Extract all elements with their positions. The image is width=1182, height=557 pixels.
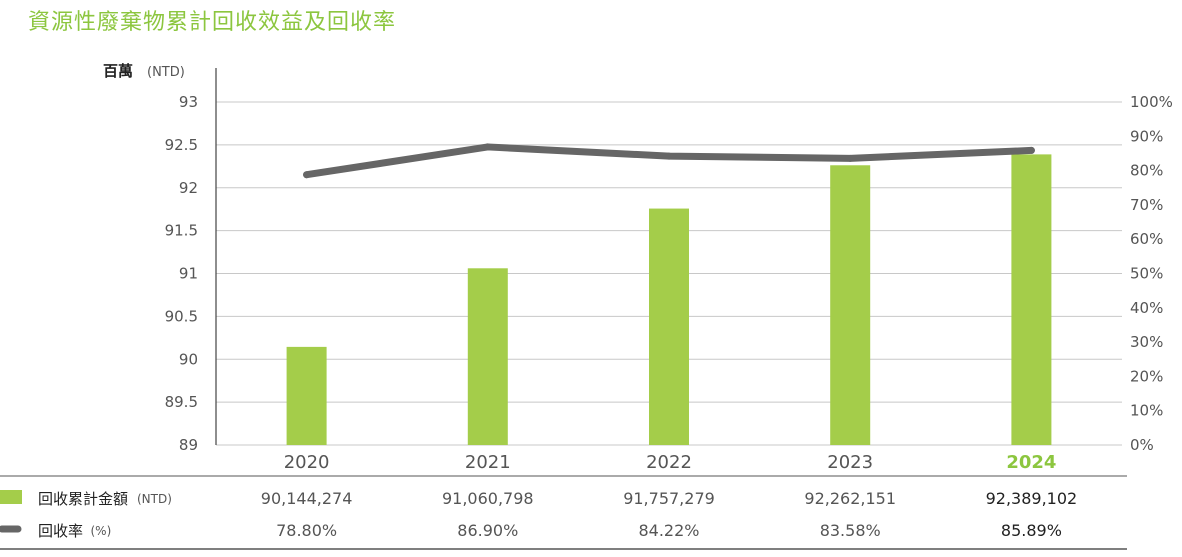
y-tick-label: 91 bbox=[179, 265, 198, 283]
y-tick-label: 91.5 bbox=[165, 222, 198, 240]
table-row-unit: (NTD) bbox=[137, 492, 172, 506]
table-row-label: 回收累計金額 bbox=[38, 490, 128, 508]
legend-bar-swatch bbox=[0, 490, 22, 504]
x-category-label: 2024 bbox=[1006, 452, 1056, 473]
y2-tick-label: 40% bbox=[1130, 299, 1163, 317]
y-tick-label: 90.5 bbox=[165, 307, 198, 325]
bar bbox=[1011, 154, 1052, 445]
table-value: 92,389,102 bbox=[986, 489, 1078, 508]
table-value: 90,144,274 bbox=[261, 489, 353, 508]
table-value: 78.80% bbox=[276, 521, 337, 540]
table-row-unit: (%) bbox=[91, 524, 112, 538]
y-tick-label: 93 bbox=[179, 93, 198, 111]
table-value: 86.90% bbox=[457, 521, 518, 540]
y-tick-label: 90 bbox=[179, 350, 198, 368]
rate-point bbox=[484, 143, 492, 151]
table-value: 83.58% bbox=[820, 521, 881, 540]
y2-tick-label: 100% bbox=[1130, 93, 1173, 111]
bar bbox=[649, 208, 689, 445]
y2-tick-label: 50% bbox=[1130, 265, 1163, 283]
chart-title: 資源性廢棄物累計回收效益及回收率 bbox=[28, 10, 397, 35]
y2-tick-label: 10% bbox=[1130, 402, 1163, 420]
y2-tick-label: 90% bbox=[1130, 127, 1163, 145]
table-row-label: 回收率 bbox=[38, 522, 83, 540]
table-value: 85.89% bbox=[1001, 521, 1062, 540]
bar bbox=[467, 268, 508, 445]
bar bbox=[830, 165, 871, 445]
table-value: 84.22% bbox=[638, 521, 699, 540]
x-category-label: 2023 bbox=[827, 452, 873, 473]
y-unit-label: 百萬 bbox=[103, 62, 133, 80]
rate-point bbox=[1027, 146, 1035, 154]
y2-tick-label: 0% bbox=[1130, 436, 1154, 454]
y2-tick-label: 30% bbox=[1130, 333, 1163, 351]
rate-point bbox=[665, 152, 673, 160]
y2-tick-label: 60% bbox=[1130, 230, 1163, 248]
x-category-label: 2021 bbox=[465, 452, 511, 473]
rate-point bbox=[303, 171, 311, 179]
x-category-label: 2022 bbox=[646, 452, 692, 473]
y-tick-label: 89.5 bbox=[165, 393, 198, 411]
table-value: 92,262,151 bbox=[804, 489, 896, 508]
bar bbox=[286, 346, 327, 445]
table-value: 91,757,279 bbox=[623, 489, 715, 508]
x-category-label: 2020 bbox=[284, 452, 330, 473]
rate-line bbox=[303, 143, 1035, 179]
y-tick-label: 92.5 bbox=[165, 136, 198, 154]
y2-tick-label: 20% bbox=[1130, 367, 1163, 385]
rate-point bbox=[846, 154, 854, 162]
y2-tick-label: 80% bbox=[1130, 162, 1163, 180]
y-tick-label: 92 bbox=[179, 179, 198, 197]
y2-tick-label: 70% bbox=[1130, 196, 1163, 214]
y-tick-label: 89 bbox=[179, 436, 198, 454]
table-value: 91,060,798 bbox=[442, 489, 534, 508]
y-unit-sub-label: (NTD) bbox=[147, 65, 185, 80]
